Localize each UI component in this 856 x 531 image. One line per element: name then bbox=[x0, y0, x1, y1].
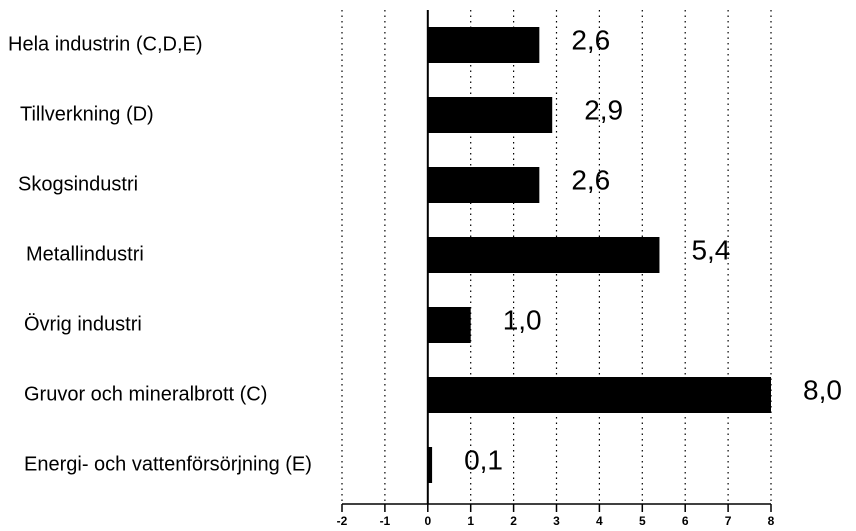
category-label: Övrig industri bbox=[24, 313, 142, 335]
x-tick-label: -2 bbox=[337, 514, 348, 528]
x-tick-label: 7 bbox=[725, 514, 732, 528]
category-label: Metallindustri bbox=[26, 243, 144, 265]
x-tick-label: 6 bbox=[682, 514, 689, 528]
x-tick-label: 8 bbox=[768, 514, 775, 528]
value-label: 1,0 bbox=[503, 304, 542, 335]
bar bbox=[427, 447, 433, 483]
x-tick-label: 4 bbox=[596, 514, 603, 528]
x-tick-label: 0 bbox=[424, 514, 431, 528]
x-tick-label: 1 bbox=[467, 514, 474, 528]
category-label: Gruvor och mineralbrott (C) bbox=[24, 383, 267, 405]
category-label: Energi- och vattenförsörjning (E) bbox=[24, 453, 312, 475]
category-label: Hela industrin (C,D,E) bbox=[8, 33, 203, 55]
value-label: 2,6 bbox=[571, 24, 610, 55]
x-tick-label: 2 bbox=[510, 514, 517, 528]
x-tick-label: 3 bbox=[553, 514, 560, 528]
category-label: Tillverkning (D) bbox=[20, 103, 154, 125]
value-label: 0,1 bbox=[464, 444, 503, 475]
value-label: 8,0 bbox=[803, 374, 842, 405]
bar bbox=[427, 97, 553, 133]
value-label: 5,4 bbox=[691, 234, 730, 265]
x-tick-label: 5 bbox=[639, 514, 646, 528]
bar bbox=[427, 27, 540, 63]
x-tick-label: -1 bbox=[380, 514, 391, 528]
value-label: 2,6 bbox=[571, 164, 610, 195]
bar bbox=[427, 167, 540, 203]
bar bbox=[427, 237, 660, 273]
category-label: Skogsindustri bbox=[18, 173, 138, 195]
bar bbox=[427, 307, 471, 343]
value-label: 2,9 bbox=[584, 94, 623, 125]
bar bbox=[427, 377, 771, 413]
